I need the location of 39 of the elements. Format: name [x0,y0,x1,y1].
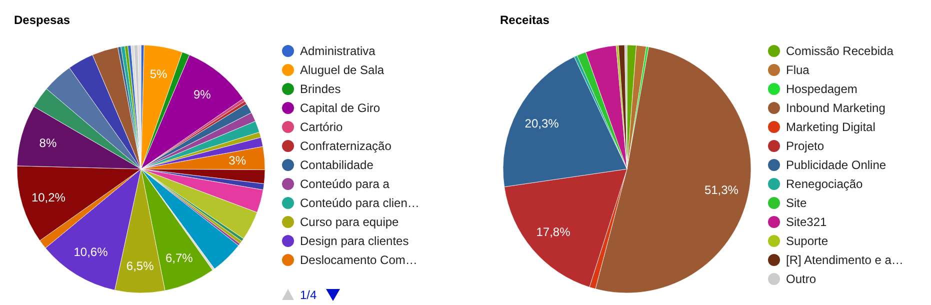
legend-label: Brindes [300,82,341,96]
data-label: 9% [194,87,212,102]
legend-label: Comissão Recebida [786,44,894,58]
legend-label: Deslocamento Com… [300,253,418,268]
legend-label: Inbound Marketing [786,101,886,116]
legend-label: Conteúdo para a [300,177,390,192]
legend-label: Hospedagem [786,82,858,96]
legend-label: Publicidade Online [786,158,886,172]
legend-label: Cartório [300,120,344,134]
legend-label: Site321 [786,215,828,230]
data-label: 51,3% [704,183,739,197]
data-label: 5% [150,67,168,82]
legend-label: [R] Atendimento e a… [786,253,904,268]
legend-label: Flua [786,63,810,78]
legend-label: Administrativa [300,44,376,58]
data-label: 6,7% [165,251,194,266]
data-label: 3% [228,154,246,168]
data-label: 6,5% [126,258,154,273]
text: 1/4 [300,288,318,302]
data-label: 10,2% [31,190,66,204]
legend-label: Aluguel de Sala [300,63,384,78]
legend-label: Outro [786,272,816,286]
legend-label: Marketing Digital [786,120,876,134]
chart-title: Receitas [500,13,550,27]
legend-label: Capital de Giro [300,101,380,116]
data-label: 8% [39,136,57,150]
data-label: 17,8% [536,224,571,239]
legend-label: Curso para equipe [300,215,400,230]
legend-label: Suporte [786,234,828,248]
legend-label: Contabilidade [300,158,374,172]
data-label: 10,6% [74,244,108,259]
legend-label: Site [786,196,808,210]
legend-label: Renegociação [786,177,864,192]
legend-label: Confraternização [300,139,392,154]
data-label: 20,3% [524,116,560,130]
legend-label: Projeto [786,139,824,154]
legend-label: Design para clientes [300,234,409,248]
chart-title: Despesas [14,13,70,27]
legend-label: Conteúdo para clien… [300,196,420,210]
